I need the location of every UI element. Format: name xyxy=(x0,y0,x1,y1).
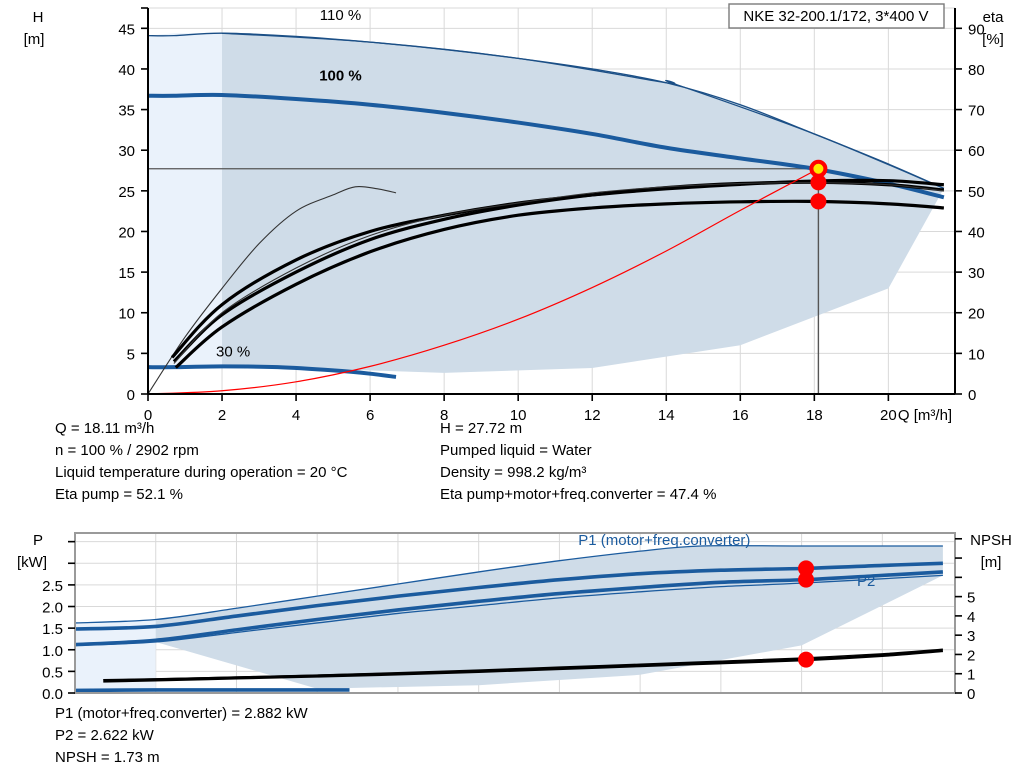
x-tick-label-16: 16 xyxy=(732,407,749,424)
curve-p1-envelope-upper xyxy=(74,544,943,624)
info-line: H = 27.72 m xyxy=(440,420,523,437)
p-tick-label-0: 0.0 xyxy=(42,686,63,703)
y-tick-label-20: 20 xyxy=(118,224,135,241)
annotation-110-: 110 % xyxy=(320,7,361,24)
x-tick-label-8: 8 xyxy=(440,407,448,424)
curve-h-30- xyxy=(147,364,397,379)
npsh-tick-label-2: 2 xyxy=(967,647,975,664)
x-tick-label-10: 10 xyxy=(510,407,527,424)
title-box: NKE 32-200.1/172, 3*400 V xyxy=(728,3,945,29)
x-axis-title: Q [m³/h] xyxy=(898,407,952,424)
annotation-100-: 100 % xyxy=(319,67,362,84)
info-line: Eta pump+motor+freq.converter = 47.4 % xyxy=(440,486,717,503)
operating-point-info-bottom: P1 (motor+freq.converter) = 2.882 kW P2 =… xyxy=(0,703,1024,778)
x-tick-label-12: 12 xyxy=(584,407,601,424)
x-tick-label-4: 4 xyxy=(292,407,300,424)
y-axis-unit: [m] xyxy=(24,31,45,48)
info-line: Q = 18.11 m³/h xyxy=(55,420,155,437)
eta-tick-label-30: 30 xyxy=(968,265,985,282)
y-tick-label-0: 0 xyxy=(127,387,135,404)
eta-tick-label-10: 10 xyxy=(968,346,985,363)
eta-tick-label-70: 70 xyxy=(968,103,985,120)
annotation-p2: P2 xyxy=(857,573,875,590)
duty-point-npsh xyxy=(798,651,815,668)
info-column-left: P1 (motor+freq.converter) = 2.882 kW P2 =… xyxy=(55,703,308,769)
info-line: NPSH = 1.73 m xyxy=(55,749,160,766)
curve-p2-envelope-lower xyxy=(74,574,943,647)
npsh-tick-label-5: 5 xyxy=(967,590,975,607)
x-tick-label-0: 0 xyxy=(144,407,152,424)
eta-tick-label-20: 20 xyxy=(968,306,985,323)
y-axis-title: H xyxy=(33,9,44,26)
eta-tick-label-90: 90 xyxy=(968,21,985,38)
y-tick-label-45: 45 xyxy=(118,21,135,38)
eta-tick-label-0: 0 xyxy=(968,387,976,404)
operating-band-outer xyxy=(148,33,223,368)
y-tick-label-10: 10 xyxy=(118,306,135,323)
x-tick-label-18: 18 xyxy=(806,407,823,424)
duty-point-eta-total xyxy=(810,193,827,210)
plot-border xyxy=(74,532,956,694)
head-efficiency-chart: 0 5 10 15 20 25 30 35 40 45 0 10 20 30 40 50 60 70 80 90 0 2 4… xyxy=(24,3,1005,424)
p-tick-label-5: 2.5 xyxy=(42,578,63,595)
p-tick-label-3: 1.5 xyxy=(42,621,63,638)
eta-tick-label-40: 40 xyxy=(968,224,985,241)
operating-band-outer xyxy=(75,619,156,691)
x-tick-label-14: 14 xyxy=(658,407,675,424)
title-box-label: NKE 32-200.1/172, 3*400 V xyxy=(743,8,928,25)
y-tick-label-25: 25 xyxy=(118,184,135,201)
p-tick-label-2: 1.0 xyxy=(42,643,63,660)
info-line: Density = 998.2 kg/m³ xyxy=(440,464,587,481)
duty-point-p2 xyxy=(798,571,815,588)
p-tick-label-4: 2.0 xyxy=(42,600,63,617)
y-tick-label-5: 5 xyxy=(127,346,135,363)
npsh-axis-title: NPSH xyxy=(970,532,1012,549)
npsh-axis-unit: [m] xyxy=(981,554,1002,571)
npsh-tick-label-0: 0 xyxy=(967,686,975,703)
eta-axis-title: eta xyxy=(983,9,1005,26)
npsh-tick-label-3: 3 xyxy=(967,628,975,645)
p-axis-title: P xyxy=(33,532,43,549)
x-tick-label-20: 20 xyxy=(880,407,897,424)
info-line: P2 = 2.622 kW xyxy=(55,727,154,744)
y-tick-label-30: 30 xyxy=(118,143,135,160)
curve-h-envelope-upper xyxy=(221,32,945,189)
eta-tick-label-50: 50 xyxy=(968,184,985,201)
power-npsh-chart: 0.0 0.5 1.0 1.5 2.0 2.5 0 1 2 3 4 5 P [kW] NPSH [m] P1 (… xyxy=(17,532,1012,703)
eta-tick-label-60: 60 xyxy=(968,143,985,160)
duty-point-head xyxy=(809,159,828,178)
p-tick-label-1: 0.5 xyxy=(42,664,63,681)
info-line: Liquid temperature during operation = 20… xyxy=(55,464,348,481)
curve-eta-pump-max xyxy=(147,185,397,395)
npsh-tick-label-4: 4 xyxy=(967,609,975,626)
x-tick-label-2: 2 xyxy=(218,407,226,424)
npsh-tick-label-1: 1 xyxy=(967,667,975,684)
x-tick-label-6: 6 xyxy=(366,407,374,424)
p-axis-unit: [kW] xyxy=(17,554,47,571)
info-line: n = 100 % / 2902 rpm xyxy=(55,442,199,459)
annotation-p1-motor-freq-converter-: P1 (motor+freq.converter) xyxy=(578,532,750,549)
curve-system-curve xyxy=(147,168,819,395)
info-line: Pumped liquid = Water xyxy=(440,442,592,459)
operating-band-inner xyxy=(222,33,944,373)
info-line: P1 (motor+freq.converter) = 2.882 kW xyxy=(55,705,308,722)
eta-tick-label-80: 80 xyxy=(968,62,985,79)
info-column-right: H = 27.72 m Pumped liquid = Water Density … xyxy=(440,418,716,506)
operating-point-info-top: Q = 18.11 m³/h n = 100 % / 2902 rpm Liquid… xyxy=(0,418,1024,508)
info-line: Eta pump = 52.1 % xyxy=(55,486,183,503)
y-tick-label-15: 15 xyxy=(118,265,135,282)
y-tick-label-35: 35 xyxy=(118,103,135,120)
eta-axis-unit: [%] xyxy=(982,31,1004,48)
y-tick-label-40: 40 xyxy=(118,62,135,79)
duty-point-eta-pump xyxy=(810,174,827,191)
info-column-left: Q = 18.11 m³/h n = 100 % / 2902 rpm Liquid… xyxy=(55,418,347,506)
duty-point-p1 xyxy=(798,560,815,577)
annotation-30-: 30 % xyxy=(216,344,250,361)
